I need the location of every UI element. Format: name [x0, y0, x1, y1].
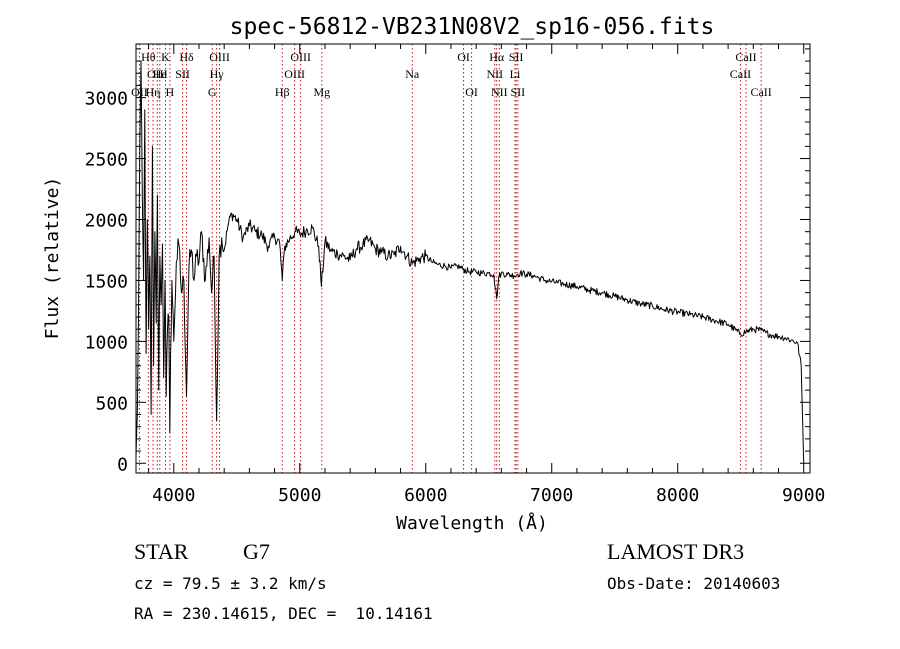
line-marker-label: Hβ — [275, 85, 290, 99]
coordinates: RA = 230.14615, DEC = 10.14161 — [134, 604, 433, 623]
spectrum-line — [135, 60, 805, 464]
x-tick-label: 8000 — [656, 485, 699, 506]
x-tick-label: 4000 — [152, 485, 195, 506]
chart-title: spec-56812-VB231N08V2_sp16-056.fits — [230, 14, 715, 40]
line-marker-label: OIII — [209, 50, 230, 64]
y-tick-label: 1000 — [85, 332, 128, 353]
line-marker-label: SII — [175, 67, 190, 81]
line-marker-label: CaII — [750, 85, 771, 99]
object-class: STAR — [134, 539, 189, 564]
line-marker-label: SII — [511, 85, 526, 99]
survey-name: LAMOST DR3 — [607, 539, 744, 564]
x-axis-label: Wavelength (Å) — [396, 512, 548, 534]
x-tick-label: 5000 — [278, 485, 321, 506]
line-marker-label: OI — [465, 85, 478, 99]
y-tick-label: 3000 — [85, 89, 128, 110]
line-marker-label: NII — [486, 67, 503, 81]
line-marker-label: G — [208, 85, 217, 99]
line-marker-label: OIII — [147, 67, 168, 81]
line-marker-label: Hδ — [179, 50, 194, 64]
line-marker-label: OII — [131, 85, 148, 99]
y-tick-label: 0 — [117, 454, 128, 475]
y-tick-label: 2000 — [85, 211, 128, 232]
y-tick-label: 1500 — [85, 271, 128, 292]
spectrum-series — [135, 60, 805, 464]
line-marker-label: H — [166, 85, 175, 99]
y-axis: 0 500 1000 1500 2000 2500 3000 — [85, 48, 810, 475]
subclass: G7 — [243, 539, 270, 564]
line-marker-label: Na — [405, 67, 420, 81]
obs-date: Obs-Date: 20140603 — [607, 574, 780, 593]
line-marker-label: Hγ — [210, 67, 225, 81]
line-marker-label: Hη — [146, 85, 161, 99]
line-marker-label: OIII — [284, 67, 305, 81]
y-tick-label: 2500 — [85, 150, 128, 171]
line-marker-label: OI — [457, 50, 470, 64]
redshift: cz = 79.5 ± 3.2 km/s — [134, 574, 327, 593]
line-marker-label: K — [161, 50, 170, 64]
line-marker-label: CaII — [730, 67, 751, 81]
line-marker-label: CaII — [735, 50, 756, 64]
line-marker-label: Mg — [313, 85, 330, 99]
y-tick-label: 500 — [95, 393, 128, 414]
y-axis-label: Flux (relative) — [42, 177, 63, 340]
line-marker-label: NII — [491, 85, 508, 99]
line-marker-label: Li — [510, 67, 521, 81]
x-axis: 4000 5000 6000 7000 8000 9000 — [148, 44, 825, 506]
x-tick-label: 9000 — [782, 485, 825, 506]
line-marker-label: Hα — [489, 50, 505, 64]
line-marker-label: SII — [509, 50, 524, 64]
line-marker-label: OIII — [290, 50, 311, 64]
line-marker-guides — [138, 44, 762, 473]
x-tick-label: 6000 — [404, 485, 447, 506]
line-marker-label: He — [153, 67, 167, 81]
x-tick-label: 7000 — [530, 485, 573, 506]
plot-frame — [135, 43, 811, 474]
line-marker-label: Hθ — [141, 50, 156, 64]
